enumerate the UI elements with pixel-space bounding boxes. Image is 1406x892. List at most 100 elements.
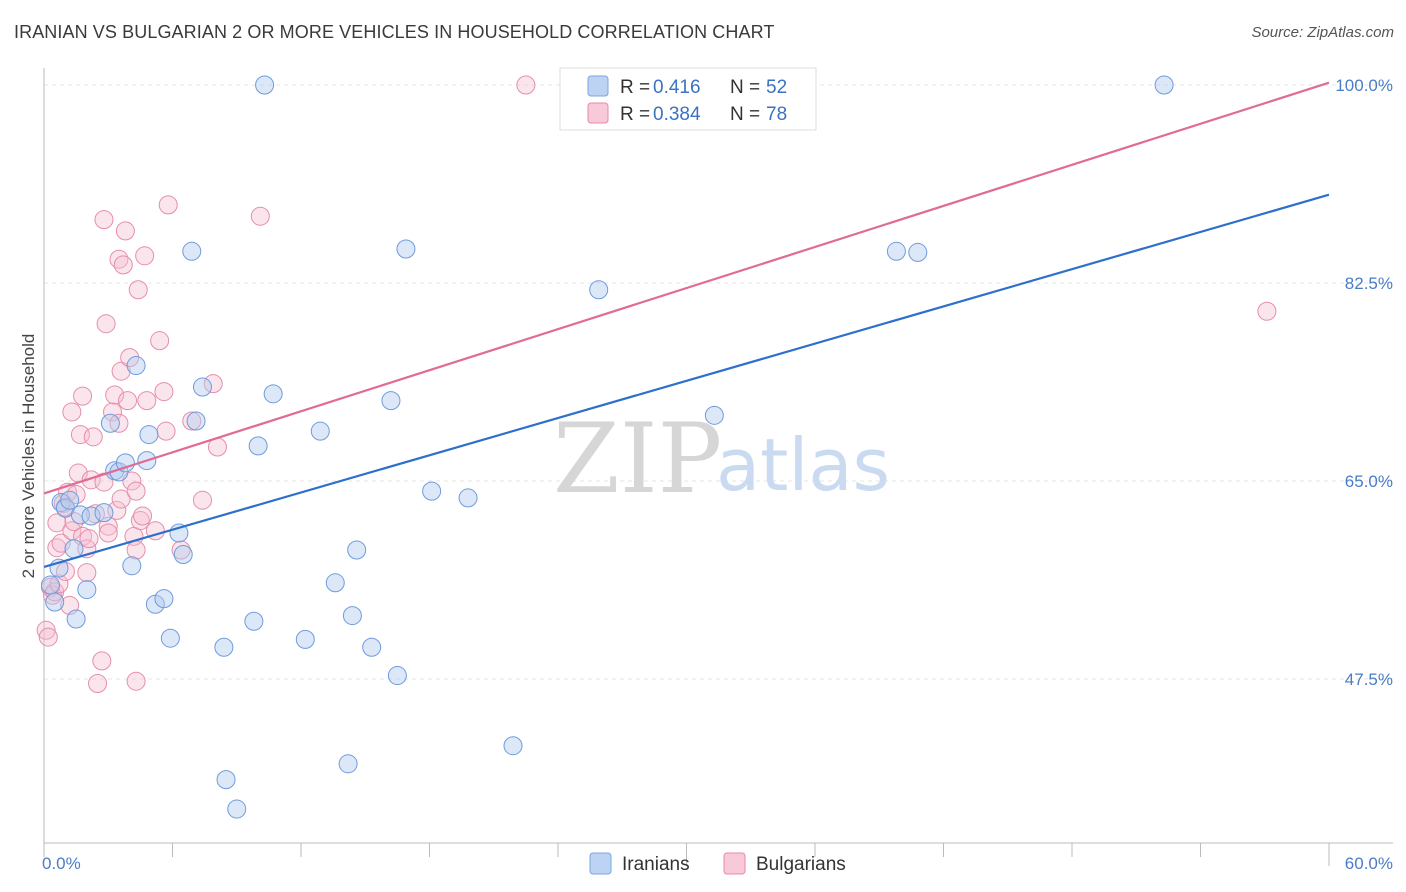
bulgarian-point-1 — [38, 627, 58, 647]
iranian-n-value: 52 — [766, 77, 787, 98]
bulgarian-point-49 — [126, 481, 146, 501]
iranian-point-27 — [192, 377, 212, 397]
bulgarian-point-26 — [83, 427, 103, 447]
bulgarian-point-29 — [92, 651, 112, 671]
iranian-point-1 — [45, 592, 65, 612]
bulgarian-point-28 — [88, 673, 108, 693]
iranian-point-9 — [77, 580, 97, 600]
iranian-point-32 — [248, 436, 268, 456]
axes — [43, 68, 1393, 866]
iranian-point-19 — [139, 425, 159, 445]
bulgarian-point-34 — [98, 523, 118, 543]
series-legend: Iranians Bulgarians — [589, 852, 846, 875]
watermark-atlas: atlas — [716, 423, 890, 507]
iranian-point-22 — [160, 628, 180, 648]
bulgarian-point-40 — [111, 489, 131, 509]
iranian-point-34 — [263, 384, 283, 404]
bulgarian-point-43 — [115, 221, 135, 241]
bulgarian-point-59 — [156, 421, 176, 441]
iranian-point-31 — [244, 611, 264, 631]
y-axis-title: 2 or more Vehicles in Household — [19, 334, 38, 579]
bulgarian-n-label: N = — [730, 104, 760, 125]
bulgarian-point-63 — [192, 490, 212, 510]
bulgarian-point-54 — [135, 246, 155, 266]
bulgarians-swatch — [723, 852, 746, 875]
bulgarian-point-50 — [126, 671, 146, 691]
iranian-point-28 — [214, 637, 234, 657]
bulgarian-point-32 — [96, 314, 116, 334]
bulgarian-point-35 — [103, 402, 123, 422]
iranian-point-12 — [100, 413, 120, 433]
iranian-point-51 — [908, 242, 928, 262]
iranian-point-10 — [81, 506, 101, 526]
iranian-point-49 — [704, 405, 724, 425]
bulgarian-point-24 — [79, 529, 99, 549]
bulgarian-r-label: R = — [620, 104, 650, 125]
bulgarian-point-48 — [126, 540, 146, 560]
iranian-point-46 — [458, 488, 478, 508]
bulgarian-r-value: 0.384 — [653, 104, 701, 125]
iranian-point-38 — [338, 754, 358, 774]
iranian-trend-line — [43, 193, 1330, 568]
iranian-point-8 — [70, 505, 90, 525]
bulgarian-point-67 — [516, 75, 536, 95]
bulgarian-point-6 — [47, 513, 67, 533]
bulgarian-point-21 — [73, 386, 93, 406]
bulgarian-point-8 — [51, 533, 71, 553]
iranian-point-45 — [422, 481, 442, 501]
bulgarian-point-60 — [158, 195, 178, 215]
iranian-point-52 — [1154, 75, 1174, 95]
watermark-zip: ZIP — [553, 403, 722, 515]
bulgarian-point-57 — [150, 331, 170, 351]
y-tick-label-1: 65.0% — [1345, 472, 1393, 491]
iranian-point-6 — [64, 539, 84, 559]
iranian-point-37 — [325, 573, 345, 593]
iranian-point-42 — [381, 391, 401, 411]
iranian-points — [40, 75, 1174, 819]
iranian-point-43 — [387, 666, 407, 686]
bulgarians-label: Bulgarians — [756, 854, 846, 875]
iranian-point-40 — [347, 540, 367, 560]
iranian-point-50 — [886, 241, 906, 261]
iranian-point-5 — [60, 490, 80, 510]
bulgarian-trend-line — [43, 81, 1330, 495]
bulgarian-point-31 — [94, 210, 114, 230]
iranians-label: Iranians — [622, 854, 690, 875]
iranian-point-44 — [396, 239, 416, 259]
trend-lines — [43, 81, 1330, 568]
bulgarian-legend-swatch — [587, 102, 609, 124]
iranian-point-0 — [40, 575, 60, 595]
bulgarian-point-51 — [128, 280, 148, 300]
bulgarian-point-15 — [62, 402, 82, 422]
bulgarian-point-62 — [182, 411, 202, 431]
chart-title: IRANIAN VS BULGARIAN 2 OR MORE VEHICLES … — [14, 22, 775, 42]
iranian-point-33 — [255, 75, 275, 95]
grid-lines — [44, 84, 1393, 680]
bulgarian-point-36 — [105, 385, 125, 405]
iranian-r-label: R = — [620, 77, 650, 98]
iranian-point-7 — [66, 609, 86, 629]
iranians-swatch — [589, 852, 612, 875]
bulgarian-point-46 — [122, 471, 142, 491]
iranian-point-29 — [216, 770, 236, 790]
iranian-point-35 — [295, 629, 315, 649]
iranian-point-15 — [115, 453, 135, 473]
bulgarian-point-42 — [113, 255, 133, 275]
iranian-point-36 — [310, 421, 330, 441]
bulgarian-point-68 — [1257, 301, 1277, 321]
iranian-point-17 — [126, 356, 146, 376]
bulgarian-n-value: 78 — [766, 104, 787, 125]
iranian-point-41 — [362, 637, 382, 657]
x-tick-min-label: 0.0% — [42, 854, 81, 873]
bulgarian-point-55 — [137, 391, 157, 411]
watermark: ZIP atlas — [553, 403, 890, 515]
iranian-point-39 — [342, 606, 362, 626]
bulgarian-point-22 — [77, 563, 97, 583]
iranian-point-47 — [503, 736, 523, 756]
bulgarian-point-53 — [133, 506, 153, 526]
bulgarian-point-0 — [36, 620, 56, 640]
bulgarian-point-66 — [250, 206, 270, 226]
iranian-point-26 — [186, 411, 206, 431]
iranian-point-21 — [154, 589, 174, 609]
y-tick-label-2: 82.5% — [1345, 274, 1393, 293]
